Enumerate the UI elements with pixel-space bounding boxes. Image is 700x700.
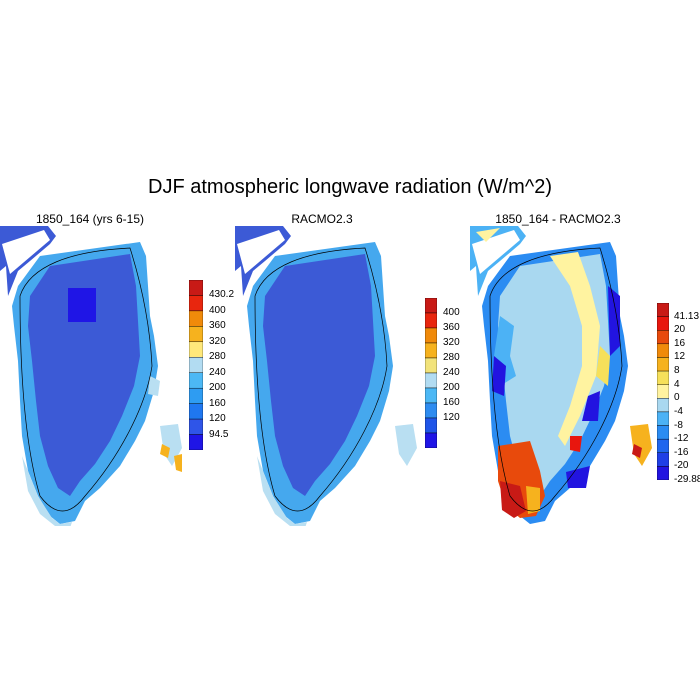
colorbar-label: 360 (209, 320, 226, 332)
colorbar-label: 160 (443, 397, 460, 408)
colorbar-swatch (189, 295, 203, 312)
colorbar-label: 400 (443, 307, 460, 318)
figure-title: DJF atmospheric longwave radiation (W/m^… (148, 176, 552, 198)
colorbar-swatch (425, 327, 437, 344)
colorbar-label: 120 (443, 412, 460, 423)
colorbar-label: 160 (209, 397, 226, 409)
colorbar-swatch (657, 303, 669, 317)
colorbar-diff: 41.13 20 16 12 8 4 0 -4 -8 -12 -16 -20 -29.88 (657, 303, 700, 485)
colorbar-label: 12 (674, 351, 686, 363)
colorbar-swatch (657, 343, 669, 358)
colorbar-swatch (657, 398, 669, 413)
colorbar-label: 0 (674, 392, 680, 404)
colorbar-swatch (425, 372, 437, 389)
coastline (19, 247, 153, 512)
colorbar-swatch (657, 357, 669, 372)
colorbar-label: 240 (209, 366, 226, 378)
colorbar-swatch (657, 466, 669, 480)
colorbar-swatch (189, 357, 203, 373)
colorbar-swatch (425, 432, 437, 448)
colorbar-swatch (189, 341, 203, 358)
colorbar-swatch (425, 342, 437, 359)
colorbar-label: 280 (209, 351, 226, 363)
greenland-shape (470, 226, 652, 524)
colorbar-label: 360 (443, 322, 460, 333)
colorbar-swatch (189, 280, 203, 296)
colorbar-swatch (189, 387, 203, 404)
colorbar-label: 8 (674, 365, 680, 377)
colorbar-swatch (657, 384, 669, 399)
colorbar-label: -8 (674, 419, 683, 431)
colorbar-swatch (657, 425, 669, 440)
colorbar-label: 240 (443, 367, 460, 378)
colorbar-swatch (189, 310, 203, 327)
map-model (0, 226, 182, 526)
colorbar-swatch (189, 418, 203, 435)
map-diff (470, 226, 652, 524)
colorbar-label: 41.13 (674, 310, 700, 322)
colorbar-label: 200 (209, 382, 226, 394)
colorbar-swatch (425, 387, 437, 404)
greenland-shape (0, 226, 182, 526)
colorbar-racmo: 400 360 320 280 240 200 160 120 (425, 298, 460, 448)
coastline (489, 247, 623, 512)
colorbar-swatch (425, 417, 437, 434)
colorbar-label: -29.88 (674, 474, 700, 485)
colorbar-label: 200 (443, 382, 460, 393)
colorbar-label: 20 (674, 324, 686, 336)
colorbar-swatch (189, 403, 203, 420)
colorbar-swatch (425, 312, 437, 329)
colorbar-label: -16 (674, 446, 689, 458)
colorbar-model: 430.2 400 360 320 280 240 200 160 120 94.5 (189, 280, 234, 450)
colorbar-swatch (189, 372, 203, 389)
colorbar-swatch (657, 452, 669, 467)
colorbar-label: 320 (443, 337, 460, 348)
coastline (254, 247, 388, 512)
map-racmo (235, 226, 417, 526)
colorbar-label: 280 (443, 352, 460, 363)
colorbar-swatch (657, 438, 669, 453)
colorbar-swatch (189, 326, 203, 343)
colorbar-label: -4 (674, 405, 683, 417)
colorbar-label: 16 (674, 337, 686, 349)
colorbar-label: 4 (674, 378, 680, 390)
panel-title-racmo: RACMO2.3 (291, 212, 353, 226)
colorbar-label: 320 (209, 335, 226, 347)
colorbar-swatch (657, 316, 669, 331)
colorbar-label: -12 (674, 433, 689, 445)
panel-title-diff: 1850_164 - RACMO2.3 (495, 212, 621, 226)
colorbar-swatch (657, 370, 669, 385)
panel-title-model: 1850_164 (yrs 6-15) (35, 212, 145, 226)
greenland-shape (235, 226, 417, 526)
colorbar-label: 94.5 (209, 428, 229, 440)
colorbar-swatch (657, 330, 669, 345)
colorbar-label: -20 (674, 460, 689, 472)
colorbar-swatch (425, 298, 437, 314)
colorbar-swatch (189, 434, 203, 450)
colorbar-swatch (657, 411, 669, 426)
colorbar-label: 120 (209, 413, 226, 425)
colorbar-swatch (425, 402, 437, 419)
colorbar-swatch (425, 357, 437, 374)
high-interior-region (68, 288, 96, 322)
colorbar-label: 430.2 (209, 289, 235, 301)
colorbar-label: 400 (209, 304, 226, 316)
